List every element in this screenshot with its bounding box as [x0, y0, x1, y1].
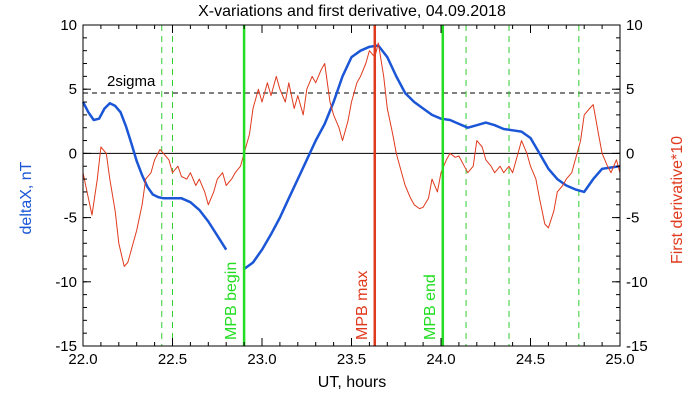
chart-title: X-variations and first derivative, 04.09…	[198, 3, 506, 20]
mpb-max-label: MPB max	[354, 271, 371, 340]
x-tick-label: 23.0	[247, 351, 276, 368]
x-tick-label: 25.0	[605, 351, 634, 368]
y-tick-label-right: -10	[626, 274, 648, 291]
y-tick-label-left: -15	[55, 338, 77, 355]
y-tick-label-right: 0	[626, 145, 634, 162]
y-tick-label-right: 10	[626, 17, 643, 34]
y-tick-label-left: 5	[69, 81, 77, 98]
sigma-label: 2sigma	[107, 73, 156, 90]
y-tick-label-left: 10	[60, 17, 77, 34]
reference-lines-layer	[83, 25, 620, 346]
y-tick-label-left: -10	[55, 274, 77, 291]
y-tick-label-left: -5	[64, 210, 77, 227]
y-tick-label-right: -5	[626, 210, 639, 227]
y-tick-label-left: 0	[69, 145, 77, 162]
marker-lines-layer: MPB begin MPB max MPB end	[223, 25, 445, 346]
deltax-line-part2	[243, 44, 621, 271]
x-tick-label: 24.0	[426, 351, 455, 368]
mpb-begin-label: MPB begin	[223, 262, 240, 340]
y-tick-label-right: -15	[626, 338, 648, 355]
x-tick-label: 22.0	[68, 351, 97, 368]
y-tick-label-right: 5	[626, 81, 634, 98]
x-tick-label: 24.5	[516, 351, 545, 368]
y-axis-label-right: First derivative*10	[669, 136, 686, 264]
y-axis-label-left: deltaX, nT	[18, 161, 35, 234]
x-tick-label: 23.5	[337, 351, 366, 368]
x-tick-label: 22.5	[158, 351, 187, 368]
x-axis-label: UT, hours	[318, 374, 386, 391]
deltax-line-part1	[81, 101, 228, 251]
axes-layer: 22.0 22.5 23.0 23.5 24.0 24.5 25.0-15 -15-10 -10…	[55, 17, 647, 368]
plot-frame	[82, 24, 621, 347]
series-layer	[81, 42, 621, 271]
mpb-end-label: MPB end	[422, 274, 439, 340]
derivative-line	[82, 42, 621, 267]
